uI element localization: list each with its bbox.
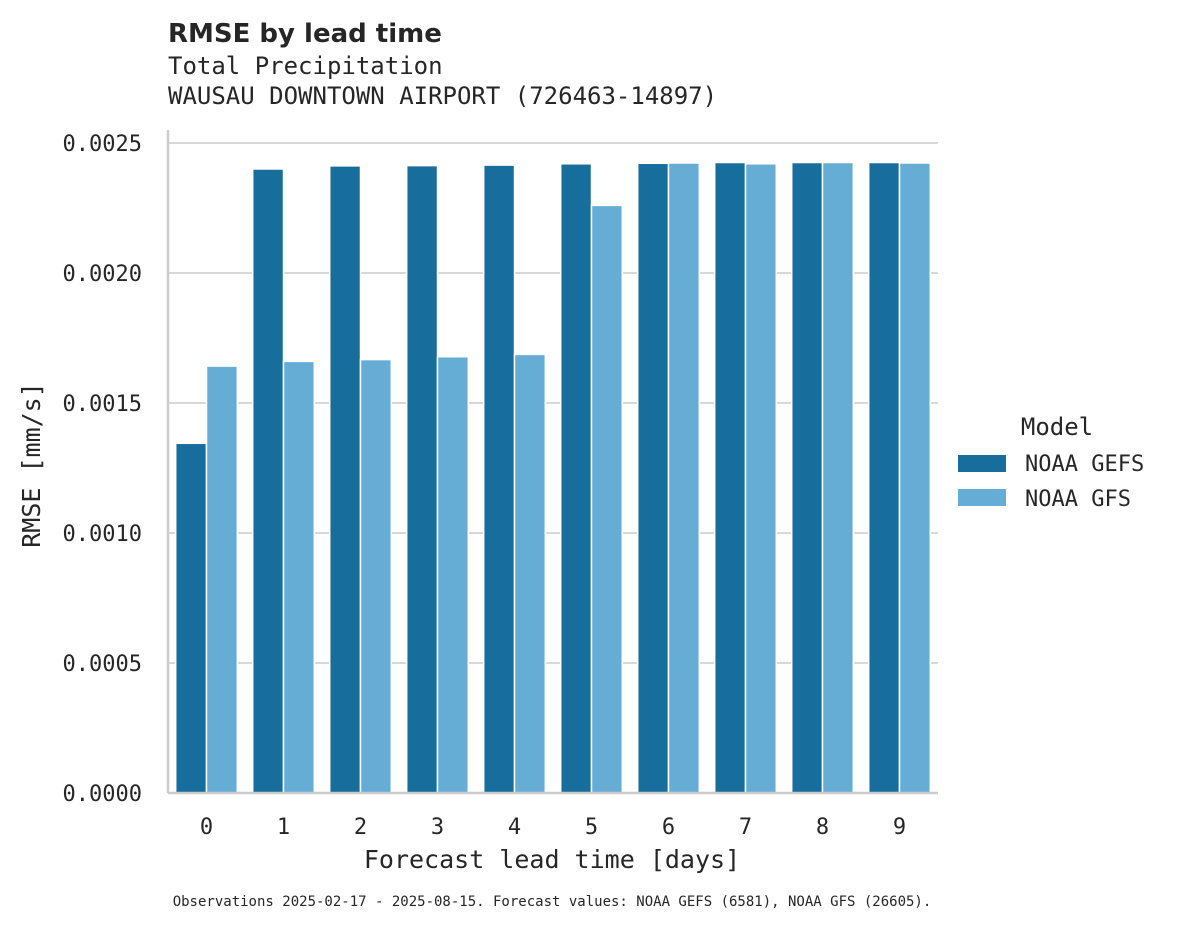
x-tick-label-4: 4 [508,815,521,840]
chart-subtitle-variable: Total Precipitation [168,52,443,80]
y-tick-label-4: 0.0020 [63,262,142,287]
bar-noaa-gfs-lead-9 [898,162,932,794]
y-tick-label-3: 0.0015 [63,392,142,417]
bar-noaa-gfs-lead-1 [282,360,316,794]
x-axis-label: Forecast lead time [days] [364,845,740,874]
bar-noaa-gefs-lead-8 [790,161,824,794]
bar-noaa-gefs-lead-1 [251,168,285,794]
y-tick-label-2: 0.0010 [63,522,142,547]
legend-label-gefs: NOAA GEFS [1025,452,1144,477]
legend-swatch-gefs [958,455,1006,472]
bar-noaa-gefs-lead-0 [174,442,208,794]
chart-subtitle-station: WAUSAU DOWNTOWN AIRPORT (726463-14897) [168,82,717,110]
bar-noaa-gfs-lead-6 [667,162,701,794]
bar-noaa-gefs-lead-2 [328,165,362,794]
x-tick-label-7: 7 [739,815,752,840]
legend-label-gfs: NOAA GFS [1025,487,1131,512]
bar-noaa-gefs-lead-9 [867,161,901,794]
legend: Model NOAA GEFS NOAA GFS [958,413,1144,512]
bar-noaa-gfs-lead-2 [359,358,393,794]
x-tick-label-1: 1 [277,815,290,840]
bar-noaa-gefs-lead-3 [405,164,439,794]
x-tick-labels: 0 1 2 3 4 5 6 7 8 9 [200,815,906,840]
bar-noaa-gefs-lead-5 [559,163,593,794]
x-tick-label-9: 9 [893,815,906,840]
footnote: Observations 2025-02-17 - 2025-08-15. Fo… [173,894,932,910]
x-tick-label-3: 3 [431,815,444,840]
x-tick-label-5: 5 [585,815,598,840]
legend-title: Model [1021,413,1093,441]
bar-noaa-gfs-lead-4 [513,353,547,794]
chart-title: RMSE by lead time [168,19,442,49]
y-tick-label-1: 0.0005 [63,652,142,677]
bars [174,161,932,794]
x-tick-label-2: 2 [354,815,367,840]
legend-swatch-gfs [958,489,1006,506]
bar-noaa-gefs-lead-6 [636,162,670,794]
y-tick-labels: 0.0000 0.0005 0.0010 0.0015 0.0020 0.0025 [63,132,142,807]
axes [166,130,938,795]
bar-noaa-gefs-lead-7 [713,161,747,794]
y-tick-label-0: 0.0000 [63,782,142,807]
y-axis-label: RMSE [mm/s] [17,382,46,548]
bar-noaa-gfs-lead-0 [205,365,239,794]
bar-noaa-gfs-lead-7 [744,163,778,794]
bar-noaa-gfs-lead-3 [436,355,470,794]
x-tick-label-0: 0 [200,815,213,840]
x-tick-label-6: 6 [662,815,675,840]
bar-noaa-gfs-lead-8 [821,161,855,794]
bar-noaa-gfs-lead-5 [590,204,624,794]
y-tick-label-5: 0.0025 [63,132,142,157]
bar-noaa-gefs-lead-4 [482,164,516,794]
x-tick-label-8: 8 [816,815,829,840]
